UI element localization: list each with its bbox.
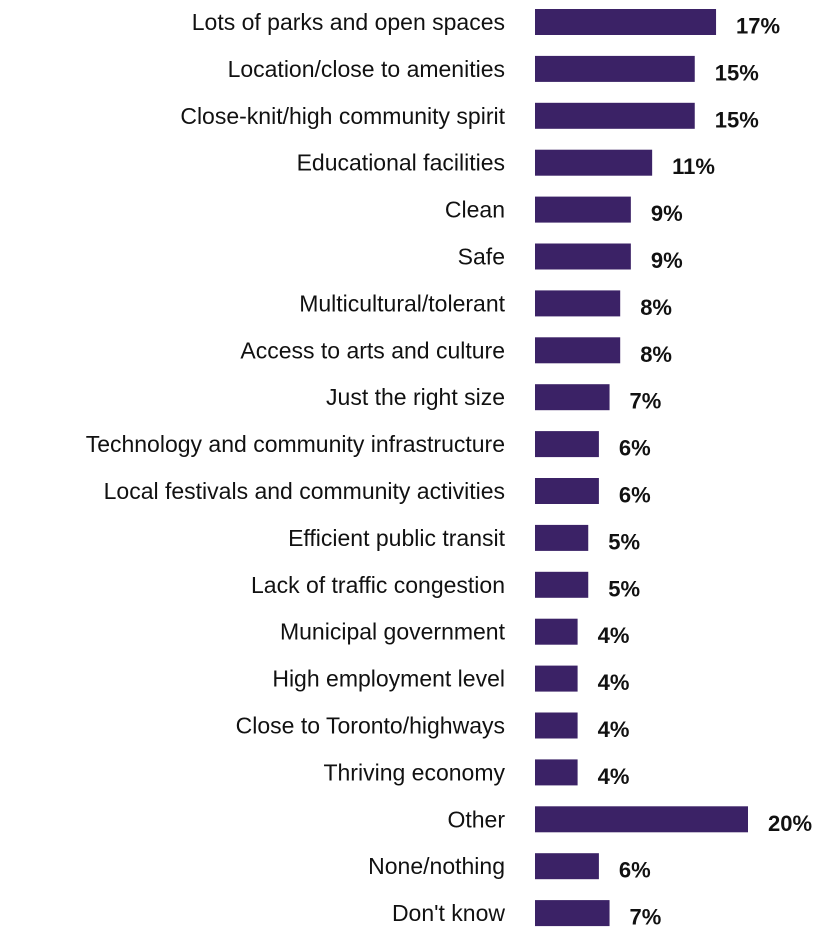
value-label: 20% xyxy=(768,811,812,836)
value-label: 15% xyxy=(715,60,759,85)
category-label: High employment level xyxy=(272,666,505,692)
category-label: Access to arts and culture xyxy=(240,337,505,363)
value-label: 9% xyxy=(651,248,683,273)
category-label: Don't know xyxy=(392,900,505,926)
value-label: 4% xyxy=(598,670,630,695)
value-label: 15% xyxy=(715,107,759,132)
category-label: Just the right size xyxy=(326,384,505,410)
category-label: Clean xyxy=(445,197,505,223)
bar xyxy=(535,102,695,129)
value-label: 7% xyxy=(630,905,662,930)
bar xyxy=(535,712,578,739)
value-label: 8% xyxy=(640,342,672,367)
bar xyxy=(535,618,578,645)
value-label: 8% xyxy=(640,295,672,320)
category-label: Close-knit/high community spirit xyxy=(180,103,505,129)
value-label: 7% xyxy=(630,389,662,414)
category-label: Lack of traffic congestion xyxy=(251,572,505,598)
category-label: Efficient public transit xyxy=(288,525,506,551)
category-label: Multicultural/tolerant xyxy=(299,290,505,316)
category-label: None/nothing xyxy=(368,853,505,879)
category-label: Close to Toronto/highways xyxy=(236,713,505,739)
value-label: 4% xyxy=(598,764,630,789)
value-label: 5% xyxy=(608,576,640,601)
category-label: Technology and community infrastructure xyxy=(86,431,505,457)
value-label: 4% xyxy=(598,717,630,742)
category-label: Lots of parks and open spaces xyxy=(192,9,505,35)
value-label: 4% xyxy=(598,623,630,648)
chart-rows: Lots of parks and open spaces 17% Location… xyxy=(86,9,812,930)
bar xyxy=(535,55,695,82)
bar xyxy=(535,337,621,364)
bar xyxy=(535,149,653,176)
bar xyxy=(535,196,631,223)
bar xyxy=(535,478,599,504)
bar xyxy=(535,431,599,458)
bar xyxy=(535,384,610,411)
category-label: Municipal government xyxy=(280,619,506,645)
value-label: 6% xyxy=(619,858,651,883)
category-label: Educational facilities xyxy=(297,150,505,176)
value-label: 5% xyxy=(608,529,640,554)
bar xyxy=(535,571,589,598)
bar xyxy=(535,900,610,927)
bar xyxy=(535,665,578,692)
bar xyxy=(535,243,631,270)
category-label: Thriving economy xyxy=(323,759,505,785)
bar xyxy=(535,9,717,35)
value-label: 17% xyxy=(736,14,780,39)
value-label: 6% xyxy=(619,483,651,508)
bar xyxy=(535,759,578,786)
bar xyxy=(535,290,621,317)
category-label: Safe xyxy=(458,244,505,270)
category-label: Location/close to amenities xyxy=(228,56,505,82)
value-label: 11% xyxy=(672,154,715,179)
bar xyxy=(535,524,589,551)
bar xyxy=(535,806,748,833)
value-label: 6% xyxy=(619,436,651,461)
bar xyxy=(535,853,599,880)
category-label: Other xyxy=(447,806,505,832)
value-label: 9% xyxy=(651,201,683,226)
category-label: Local festivals and community activities xyxy=(104,478,505,504)
